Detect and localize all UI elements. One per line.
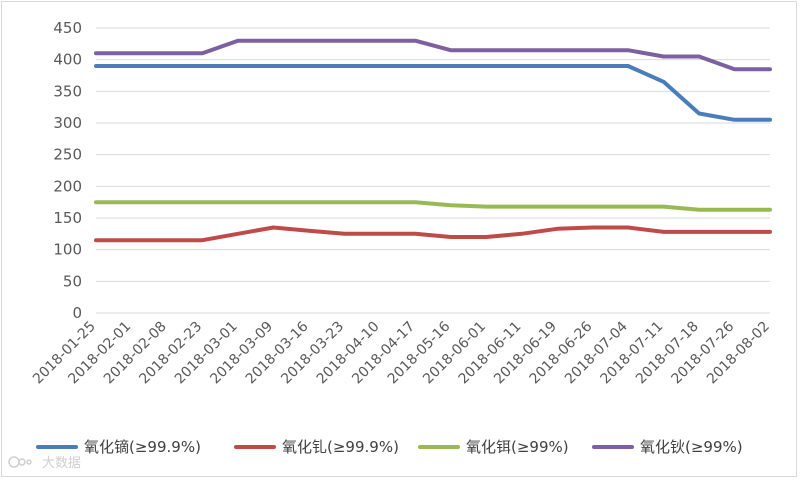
watermark-text: 大数据 (42, 456, 82, 471)
series-line-3 (94, 200, 772, 212)
legend-label: 氧化铒(≥99%) (466, 438, 569, 456)
y-tick-label: 300 (53, 114, 82, 132)
y-tick-label: 250 (53, 146, 82, 164)
y-axis-ticks: 0 50 100 150 200 250 300 350 400 450 (53, 19, 82, 322)
x-tick-label: 2018-08-02 (704, 319, 773, 388)
y-tick-label: 400 (53, 51, 82, 69)
legend-label: 氧化钆(≥99.9%) (282, 438, 399, 456)
watermark: 大数据 (8, 452, 81, 471)
y-tick-label: 50 (63, 272, 82, 290)
legend: 氧化镝(≥99.9%) 氧化钆(≥99.9%) 氧化铒(≥99%) 氧化钬(≥99%) (36, 438, 743, 456)
legend-label: 氧化钬(≥99%) (640, 438, 743, 456)
gridlines (96, 27, 770, 314)
y-tick-label: 450 (53, 19, 82, 37)
y-tick-label: 150 (53, 209, 82, 227)
y-tick-label: 350 (53, 82, 82, 100)
series-line-4 (94, 38, 772, 72)
legend-label: 氧化镝(≥99.9%) (84, 438, 201, 456)
series-lines (94, 38, 772, 243)
series-line-1 (94, 64, 772, 122)
y-tick-label: 100 (53, 241, 82, 259)
y-tick-label: 200 (53, 177, 82, 195)
watermark-logo-icon (8, 455, 32, 468)
y-tick-label: 0 (72, 304, 82, 322)
series-line-2 (94, 225, 772, 243)
x-axis-ticks: 2018-01-252018-02-012018-02-082018-02-23… (30, 318, 773, 387)
